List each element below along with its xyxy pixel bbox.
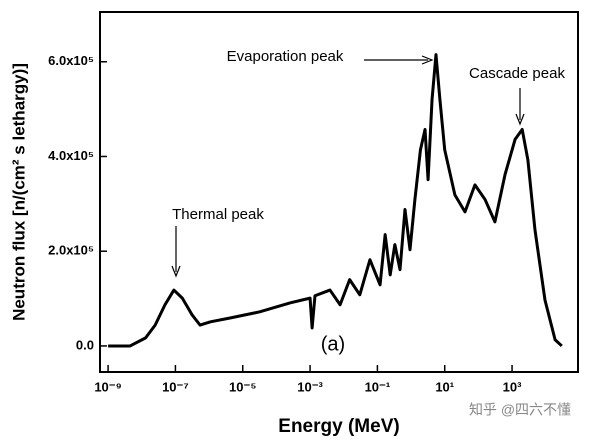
x-tick-label: 10⁻¹	[365, 379, 391, 394]
x-axis-label: Energy (MeV)	[278, 416, 399, 437]
x-tick-label: 10⁻⁹	[94, 379, 122, 394]
x-tick-label: 10⁻⁷	[162, 379, 189, 394]
y-tick-label: 2.0x10⁵	[48, 243, 94, 258]
annotation: Evaporation peak	[227, 48, 344, 65]
plot-frame	[99, 11, 579, 373]
y-tick-label: 6.0x10⁵	[48, 53, 94, 68]
x-tick-label: 10¹	[435, 379, 454, 394]
annotation: Cascade peak	[469, 65, 565, 82]
x-tick-label: 10³	[503, 379, 522, 394]
arrow-head	[171, 265, 181, 278]
watermark: 知乎 @四六不懂	[469, 402, 571, 418]
arrow-head	[515, 113, 525, 126]
x-tick-label: 10⁻³	[297, 379, 323, 394]
arrow-head	[421, 55, 434, 65]
y-tick-label: 4.0x10⁵	[48, 148, 94, 163]
x-tick-label: 10⁻⁵	[229, 379, 256, 394]
data-line	[108, 53, 563, 348]
annotation: (a)	[321, 333, 345, 355]
annotation: Thermal peak	[172, 206, 264, 223]
y-tick-label: 0.0	[76, 337, 94, 352]
y-axis-label: Neutron flux [n/(cm² s lethargy)]	[9, 63, 28, 321]
